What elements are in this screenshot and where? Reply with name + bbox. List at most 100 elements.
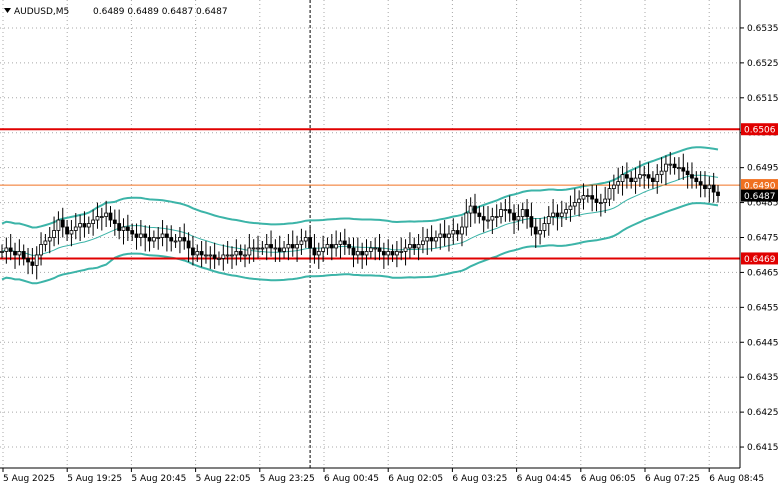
candle (542, 216, 547, 238)
candle-body (338, 240, 343, 245)
candle (611, 174, 616, 201)
candle-body (355, 251, 360, 256)
candle-body (629, 177, 634, 183)
candle (616, 167, 621, 194)
candle (503, 199, 508, 222)
candle (620, 165, 625, 196)
candle (394, 240, 399, 268)
candle (325, 237, 330, 255)
candle-body (86, 223, 91, 228)
candle (156, 227, 161, 250)
candle (642, 165, 647, 189)
candle (308, 227, 312, 261)
candle-body (651, 177, 655, 183)
candle-body (212, 254, 217, 259)
candle (256, 235, 260, 259)
candle-body (247, 247, 252, 256)
candle (568, 195, 573, 222)
candle (403, 239, 408, 266)
candle-body (65, 226, 69, 235)
candle (533, 218, 538, 248)
upper-band-line (1, 146, 719, 229)
candle-body (646, 174, 651, 179)
candle (8, 234, 13, 261)
candle (494, 204, 499, 228)
candle (0, 244, 4, 259)
candle (598, 193, 603, 217)
y-tick-label: 0.6445 (747, 338, 779, 348)
candle (637, 160, 642, 187)
candle (577, 190, 582, 217)
candle (438, 223, 443, 250)
candle (664, 155, 668, 186)
candle-body (451, 230, 456, 235)
candle (47, 227, 52, 254)
candle (603, 186, 608, 214)
candle-body (151, 237, 156, 242)
candle-body (0, 251, 4, 253)
candle (473, 193, 477, 224)
candle-body (199, 251, 204, 256)
candle (186, 232, 191, 262)
candle-body (494, 216, 499, 218)
candle (716, 185, 720, 203)
candle (277, 235, 282, 262)
candle-body (325, 244, 330, 249)
candle-body (17, 251, 22, 256)
candle-body (156, 237, 161, 239)
candle (390, 244, 395, 262)
candle (529, 202, 534, 236)
x-tick-label: 5 Aug 23:25 (260, 474, 315, 484)
candle (321, 235, 326, 262)
candle (546, 206, 551, 236)
candle-body (707, 184, 712, 189)
candle-body (442, 233, 447, 238)
candle-body (21, 251, 26, 259)
candle-body (394, 251, 399, 256)
candle (564, 202, 569, 221)
x-tick-label: 5 Aug 20:45 (131, 474, 186, 484)
candle-body (164, 233, 169, 238)
candle-body (186, 240, 191, 249)
candle-body (399, 251, 404, 253)
candle-body (60, 219, 65, 228)
candle (690, 162, 694, 189)
candle (342, 228, 347, 255)
candle-body (78, 223, 83, 228)
candle-body (351, 247, 356, 256)
candle (282, 240, 286, 259)
candle-body (685, 170, 690, 176)
candle-body (447, 233, 451, 238)
candle (99, 207, 104, 231)
candle-body (403, 247, 408, 252)
candle-body (716, 191, 720, 196)
candle (525, 199, 529, 229)
candle (151, 230, 156, 248)
chart-header: AUDUSD,M5 0.6489 0.6489 0.6487 0.6487 (4, 7, 228, 17)
candle-body (251, 247, 256, 250)
candle (52, 216, 56, 247)
candle-body (659, 170, 664, 176)
candle-body (386, 251, 391, 256)
x-tick-label: 6 Aug 02:05 (388, 474, 443, 484)
candle (347, 237, 352, 255)
x-tick-label: 5 Aug 2025 (3, 474, 55, 484)
candle-body (690, 174, 694, 179)
candle (230, 246, 234, 269)
candle (377, 234, 382, 261)
candle-body (481, 216, 486, 221)
y-tick-label: 0.6465 (747, 268, 779, 278)
candle-body (160, 233, 165, 238)
y-tick-label: 0.6515 (747, 94, 779, 104)
candle (490, 207, 495, 234)
dropdown-triangle-icon[interactable] (4, 8, 11, 13)
candle (351, 237, 356, 268)
candle-body (204, 254, 208, 257)
candle (130, 223, 135, 241)
candle (39, 232, 43, 266)
candle-body (316, 251, 321, 256)
candle-body (238, 251, 243, 256)
candle-body (308, 237, 312, 249)
candle-body (503, 209, 508, 211)
